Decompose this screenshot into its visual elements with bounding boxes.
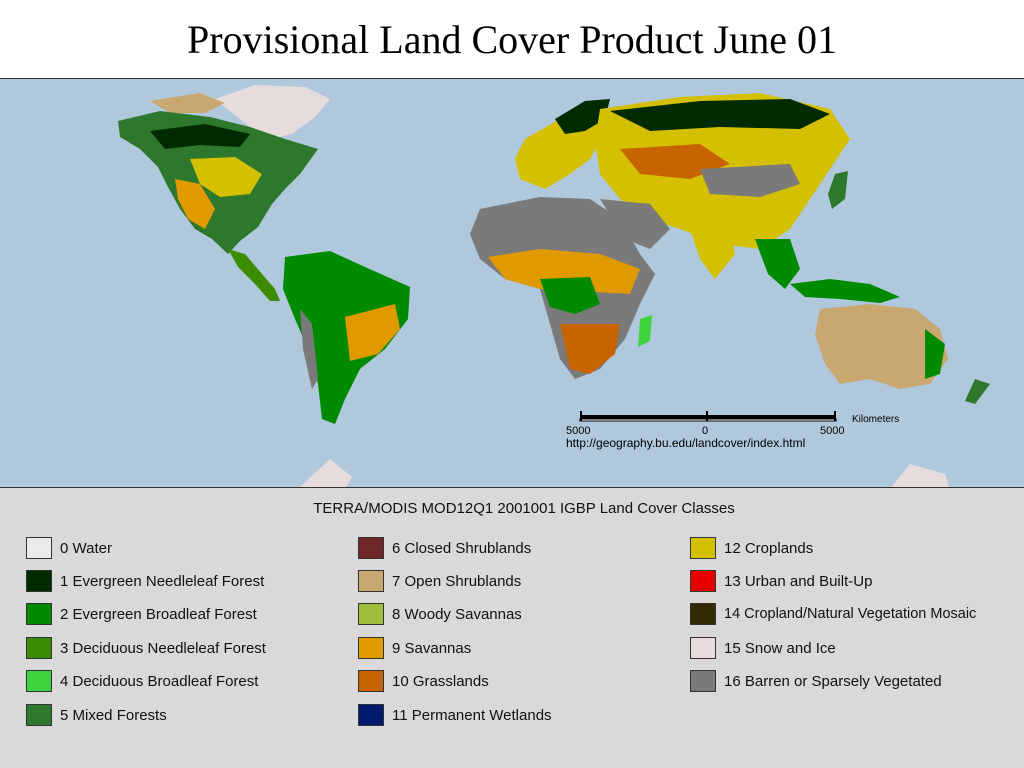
legend-label: 4 Deciduous Broadleaf Forest <box>60 672 259 690</box>
antarctica <box>300 459 352 487</box>
legend-label: 14 Cropland/Natural Vegetation Mosaic <box>724 606 977 622</box>
scale-right-label: 5000 <box>820 425 844 437</box>
legend-swatch <box>690 570 716 592</box>
legend-item-snow-ice: 15 Snow and Ice <box>690 636 836 660</box>
legend-swatch <box>26 670 52 692</box>
legend-item-permanent-wetlands: 11 Permanent Wetlands <box>358 703 552 727</box>
sa-andes-barren <box>300 309 318 389</box>
legend-item-mixed-forests: 5 Mixed Forests <box>26 703 167 727</box>
legend-swatch <box>358 537 384 559</box>
legend-swatch <box>358 637 384 659</box>
central-america <box>228 249 280 301</box>
scale-left-label: 5000 <box>566 425 590 437</box>
legend-swatch <box>26 637 52 659</box>
europe <box>515 109 620 189</box>
scandinavia <box>555 99 610 134</box>
legend-label: 16 Barren or Sparsely Vegetated <box>724 672 942 690</box>
legend-label: 10 Grasslands <box>392 672 489 690</box>
legend-label: 12 Croplands <box>724 539 814 557</box>
legend-label: 3 Deciduous Needleleaf Forest <box>60 639 266 657</box>
scale-bar: Kilometers 5000 0 5000 http://geography.… <box>566 411 899 450</box>
new-zealand <box>965 379 990 404</box>
legend-swatch <box>690 603 716 625</box>
legend-label: 1 Evergreen Needleleaf Forest <box>60 572 265 590</box>
sa-savannas <box>345 304 400 361</box>
antarctica-2 <box>891 464 950 487</box>
legend-item-barren: 16 Barren or Sparsely Vegetated <box>690 669 942 693</box>
legend-swatch <box>358 704 384 726</box>
legend-item-croplands: 12 Croplands <box>690 536 813 560</box>
legend-item-deciduous-broadleaf: 4 Deciduous Broadleaf Forest <box>26 669 258 693</box>
na-grasslands <box>175 179 215 229</box>
legend-swatch <box>26 704 52 726</box>
legend-swatch <box>358 570 384 592</box>
legend-item-deciduous-needleleaf: 3 Deciduous Needleleaf Forest <box>26 636 266 660</box>
scale-center-label: 0 <box>702 425 708 437</box>
legend-item-closed-shrublands: 6 Closed Shrublands <box>358 536 531 560</box>
southern-africa <box>560 324 620 374</box>
legend-label: 13 Urban and Built-Up <box>724 572 873 590</box>
legend-label: 5 Mixed Forests <box>60 706 167 724</box>
na-boreal <box>150 124 250 149</box>
se-asia <box>755 239 800 289</box>
siberia-forest <box>610 99 830 131</box>
legend-item-evergreen-broadleaf: 2 Evergreen Broadleaf Forest <box>26 602 257 626</box>
legend-item-woody-savannas: 8 Woody Savannas <box>358 602 522 626</box>
legend-label: 15 Snow and Ice <box>724 639 836 657</box>
legend-item-grasslands: 10 Grasslands <box>358 669 489 693</box>
legend-swatch <box>690 637 716 659</box>
australia-forest <box>925 329 945 379</box>
legend-label: 9 Savannas <box>392 639 472 657</box>
map-canvas: Kilometers 5000 0 5000 http://geography.… <box>0 79 1024 487</box>
page-title: Provisional Land Cover Product June 01 <box>187 17 837 62</box>
legend-swatch <box>358 670 384 692</box>
legend-label: 8 Woody Savannas <box>392 605 522 623</box>
legend-label: 6 Closed Shrublands <box>392 539 532 557</box>
arabia <box>600 199 670 249</box>
legend-swatch <box>26 537 52 559</box>
legend-label: 2 Evergreen Broadleaf Forest <box>60 605 257 623</box>
legend-item-evergreen-needleleaf: 1 Evergreen Needleleaf Forest <box>26 569 264 593</box>
greenland <box>215 85 330 139</box>
congo-forest <box>540 277 600 314</box>
world-land-cover-map: Kilometers 5000 0 5000 http://geography.… <box>0 78 1024 488</box>
legend-swatch <box>690 670 716 692</box>
legend-item-open-shrublands: 7 Open Shrublands <box>358 569 521 593</box>
legend-swatch <box>26 603 52 625</box>
legend-swatch <box>690 537 716 559</box>
legend-item-cropland-mosaic: 14 Cropland/Natural Vegetation Mosaic <box>690 602 976 626</box>
africa-savannas <box>488 249 640 294</box>
australia <box>815 304 948 389</box>
south-america <box>283 251 410 424</box>
legend: TERRA/MODIS MOD12Q1 2001001 IGBP Land Co… <box>0 488 1024 768</box>
legend-label: 11 Permanent Wetlands <box>392 706 552 724</box>
legend-item-water: 0 Water <box>26 536 112 560</box>
japan <box>828 171 848 209</box>
arctic-islands-na <box>150 93 225 113</box>
legend-title: TERRA/MODIS MOD12Q1 2001001 IGBP Land Co… <box>313 500 735 517</box>
legend-swatch <box>26 570 52 592</box>
indonesia <box>790 279 900 303</box>
asia-desert <box>700 164 800 197</box>
madagascar <box>638 315 652 347</box>
india <box>690 229 735 279</box>
legend-swatch <box>358 603 384 625</box>
scale-unit: Kilometers <box>852 414 899 425</box>
legend-label: 7 Open Shrublands <box>392 572 522 590</box>
source-url: http://geography.bu.edu/landcover/index.… <box>566 436 805 450</box>
na-croplands <box>190 157 262 197</box>
legend-label: 0 Water <box>60 539 112 557</box>
legend-item-urban: 13 Urban and Built-Up <box>690 569 872 593</box>
legend-item-savannas: 9 Savannas <box>358 636 471 660</box>
